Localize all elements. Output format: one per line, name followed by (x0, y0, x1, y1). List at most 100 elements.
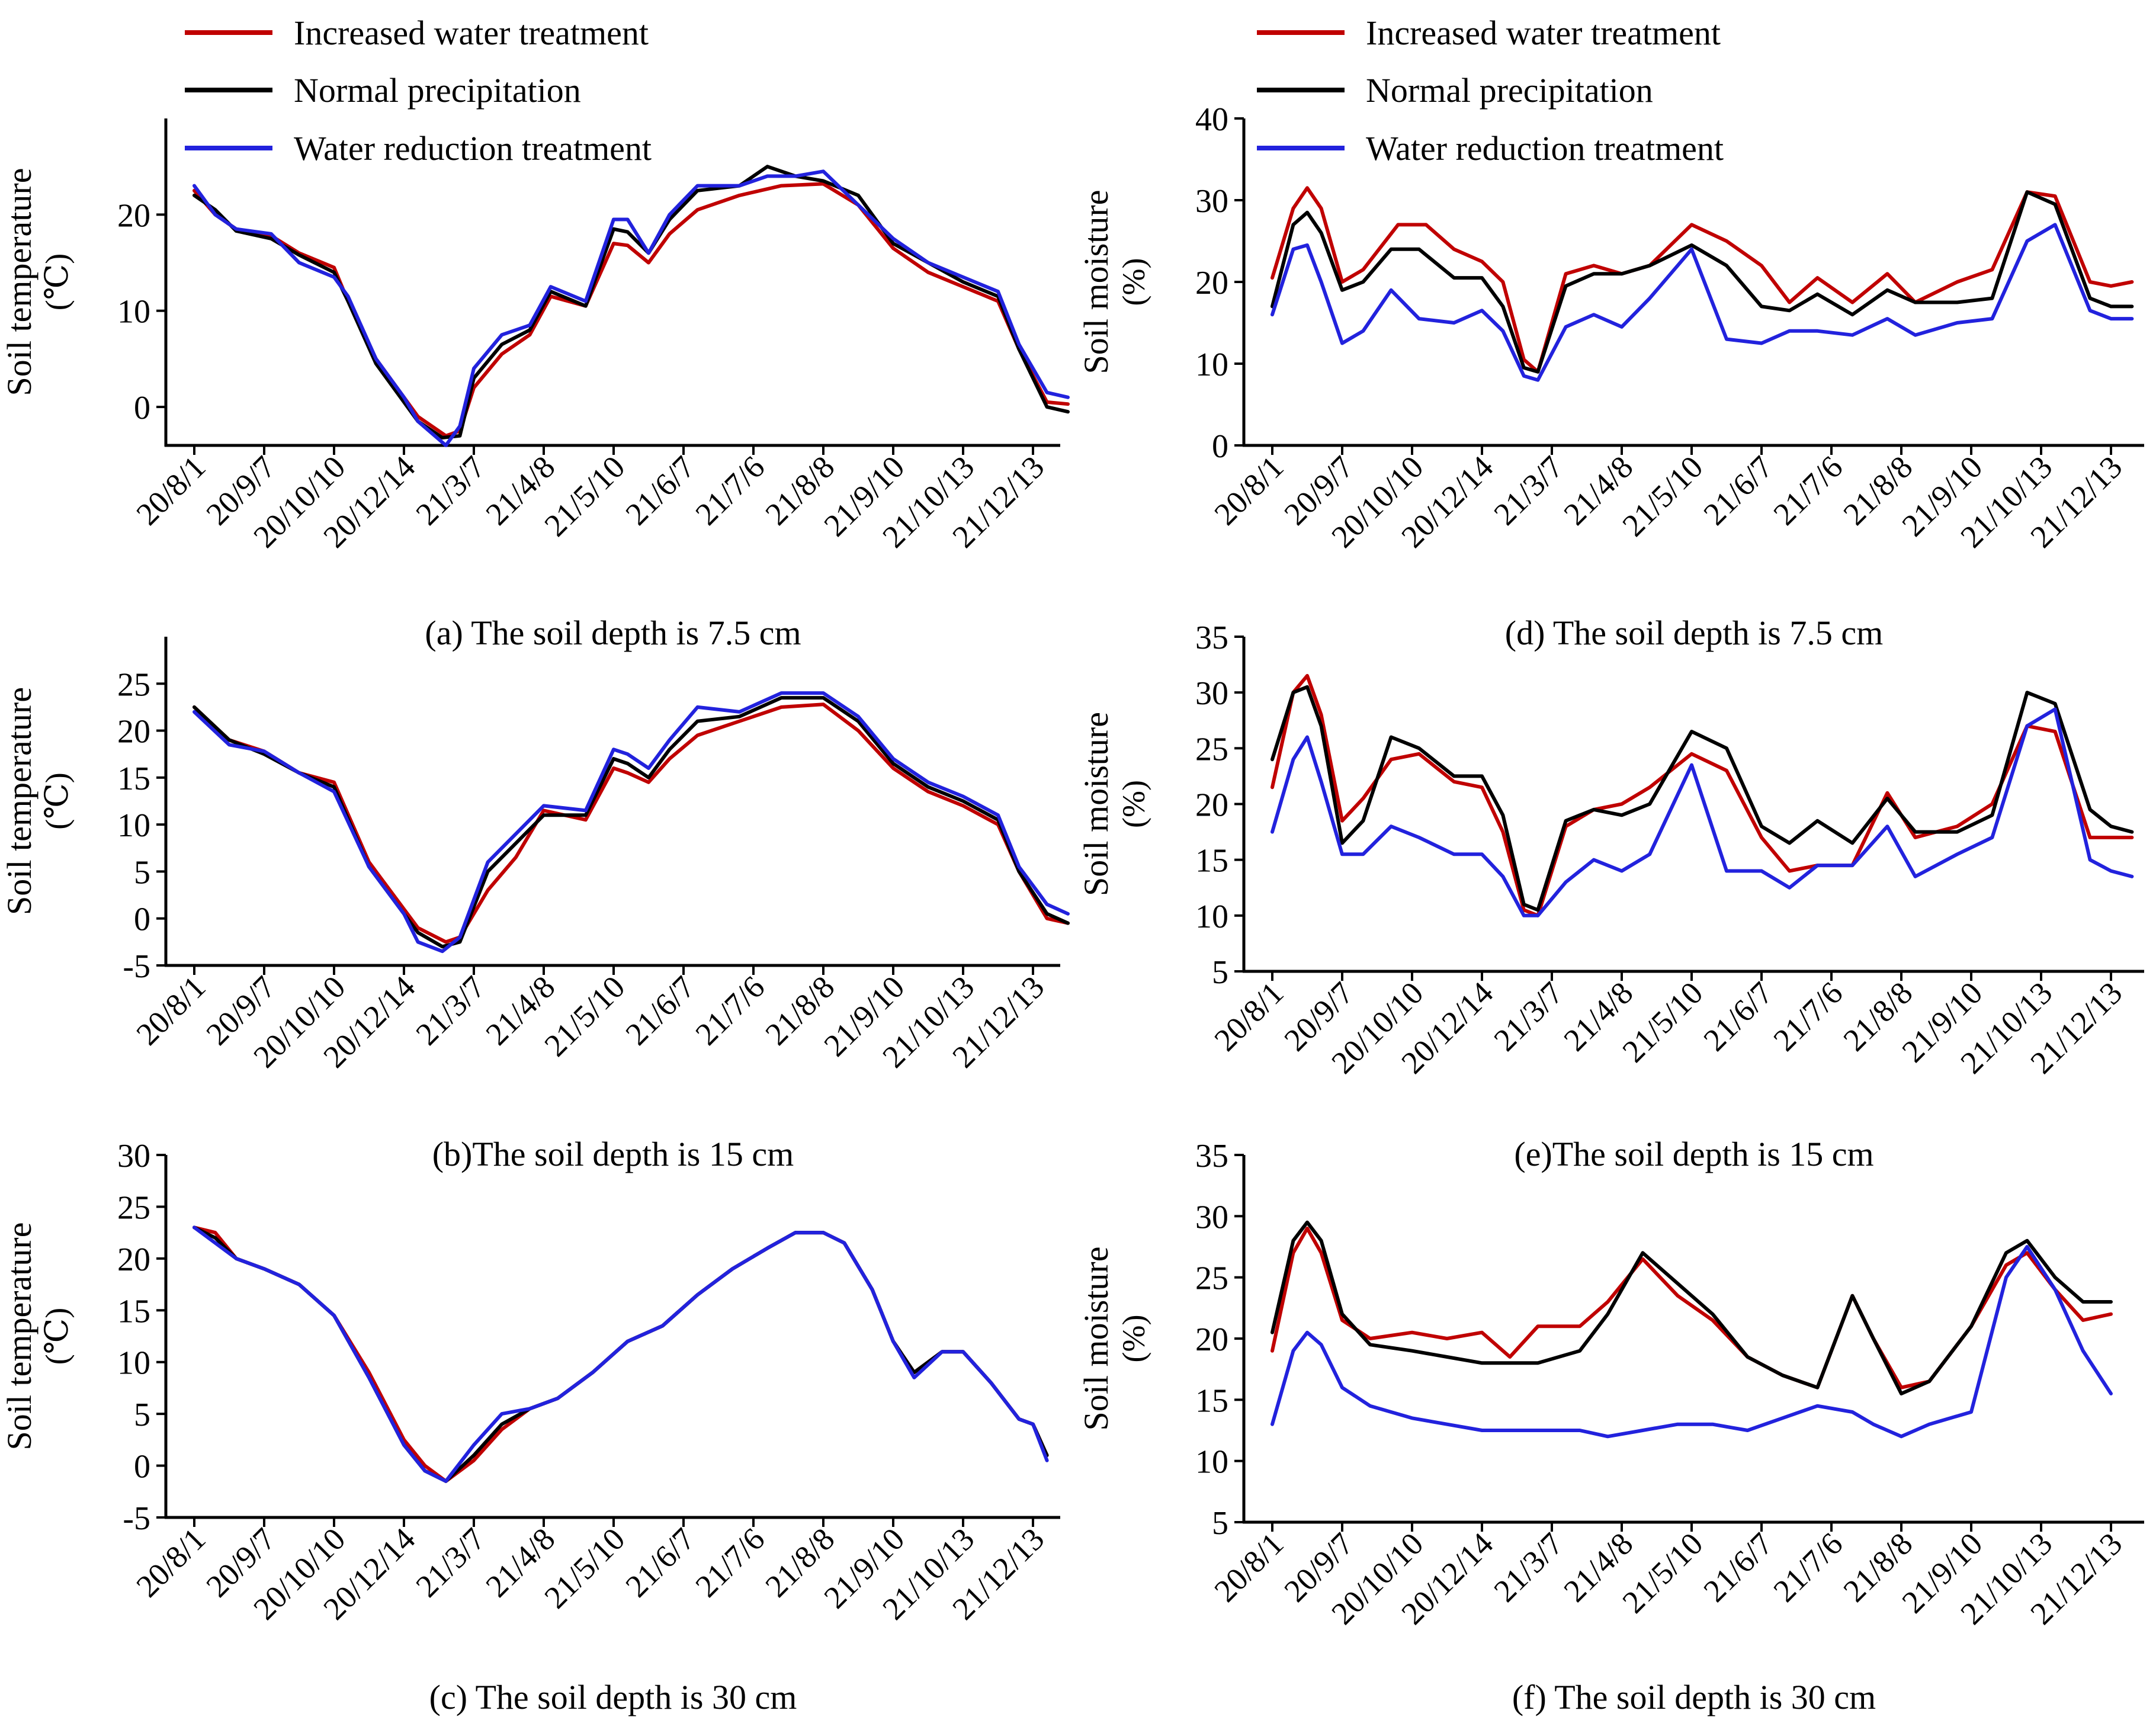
x-tick-label: 21/3/7 (1487, 1526, 1570, 1609)
chart-caption: (b)The soil depth is 15 cm (432, 1135, 794, 1173)
series-line-reduction (1270, 1245, 2113, 1439)
y-tick-label: 20 (1195, 787, 1228, 824)
x-tick-label: 21/6/7 (618, 449, 701, 532)
x-tick-label: 21/3/7 (1487, 975, 1570, 1058)
y-tick-label: 0 (134, 1449, 150, 1485)
chart-panels: 0102020/8/120/9/720/10/1020/12/1421/3/72… (0, 101, 2144, 1716)
y-tick-label: 10 (1195, 1444, 1228, 1481)
x-tick-label: 21/7/6 (688, 449, 771, 532)
x-tick-label: 21/5/10 (537, 1521, 631, 1615)
y-tick-label: 25 (1195, 1260, 1228, 1297)
series-line-reduction (192, 691, 1070, 954)
series-line-normal (1270, 190, 2134, 374)
y-tick-label: 20 (117, 197, 150, 234)
y-tick-label: 10 (1195, 898, 1228, 935)
legend-label: Normal precipitation (1366, 71, 1653, 110)
y-axis-label: Soil moisture (1077, 1247, 1115, 1431)
x-tick-label: 21/3/7 (1487, 449, 1570, 532)
y-tick-label: 5 (134, 1397, 150, 1433)
chart-caption: (a) The soil depth is 7.5 cm (425, 614, 801, 652)
y-tick-label: 0 (1212, 428, 1228, 465)
y-tick-label: 35 (1195, 1138, 1228, 1175)
legend-label: Water reduction treatment (1366, 129, 1724, 168)
chart-d: 01020304020/8/120/9/720/10/1020/12/1421/… (1077, 101, 2144, 652)
y-axis-unit: (℃) (39, 1308, 75, 1365)
legend-right: Increased water treatment Normal precipit… (1257, 14, 1724, 168)
legend-label: Increased water treatment (1366, 14, 1721, 52)
x-tick-label: 21/3/7 (409, 969, 492, 1052)
x-tick-label: 20/8/1 (129, 449, 212, 532)
y-tick-label: -5 (123, 948, 150, 985)
legend-label: Increased water treatment (294, 14, 649, 52)
y-tick-label: 10 (117, 1345, 150, 1382)
y-tick-label: 30 (1195, 675, 1228, 712)
series-line-normal (1270, 685, 2134, 912)
y-tick-label: 20 (117, 714, 150, 750)
x-tick-label: 21/6/7 (618, 969, 701, 1052)
y-tick-label: -5 (123, 1500, 150, 1537)
y-tick-label: 20 (1195, 265, 1228, 301)
chart-caption: (c) The soil depth is 30 cm (429, 1678, 797, 1716)
y-tick-label: 15 (1195, 1382, 1228, 1419)
y-tick-label: 10 (1195, 346, 1228, 383)
y-tick-label: 5 (1212, 954, 1228, 991)
y-tick-label: 30 (1195, 1199, 1228, 1236)
y-axis-unit: (%) (1116, 780, 1151, 828)
series-line-normal (192, 165, 1070, 439)
x-tick-label: 21/6/7 (1696, 449, 1779, 532)
series-line-increased (192, 1225, 1049, 1483)
y-tick-label: 10 (117, 294, 150, 330)
series-line-increased (192, 182, 1070, 438)
x-tick-label: 21/7/6 (688, 969, 771, 1052)
y-tick-label: 5 (134, 854, 150, 891)
legend-label: Water reduction treatment (294, 129, 652, 168)
y-tick-label: 15 (117, 760, 150, 797)
chart-caption: (e)The soil depth is 15 cm (1514, 1135, 1873, 1173)
x-tick-label: 21/7/6 (688, 1521, 771, 1604)
x-tick-label: 21/7/6 (1766, 449, 1849, 532)
series-line-increased (1270, 673, 2134, 917)
y-axis-label: Soil moisture (1077, 190, 1115, 374)
y-tick-label: 0 (134, 901, 150, 938)
x-tick-label: 21/3/7 (409, 449, 492, 532)
legend-left: Increased water treatment Normal precipit… (185, 14, 652, 168)
y-tick-label: 10 (117, 807, 150, 844)
y-tick-label: 30 (1195, 183, 1228, 220)
x-tick-label: 21/6/7 (618, 1521, 701, 1604)
y-axis-unit: (%) (1116, 258, 1151, 306)
y-tick-label: 15 (117, 1293, 150, 1330)
y-tick-label: 30 (117, 1138, 150, 1175)
legend-label: Normal precipitation (294, 71, 581, 110)
x-tick-label: 21/7/6 (1766, 1526, 1849, 1609)
x-tick-label: 21/6/7 (1696, 1526, 1779, 1609)
x-tick-label: 21/3/7 (409, 1521, 492, 1604)
chart-b: -5051015202520/8/120/9/720/10/1020/12/14… (0, 637, 1070, 1173)
y-tick-label: 40 (1195, 101, 1228, 138)
chart-caption: (f) The soil depth is 30 cm (1512, 1678, 1876, 1716)
y-tick-label: 15 (1195, 843, 1228, 880)
y-axis-label: Soil temperature (0, 687, 38, 915)
y-axis-unit: (℃) (39, 772, 75, 829)
chart-c: -505101520253020/8/120/9/720/10/1020/12/… (0, 1138, 1060, 1716)
series-line-reduction (192, 1225, 1049, 1483)
y-tick-label: 25 (117, 666, 150, 703)
series-line-reduction (192, 169, 1070, 447)
chart-f: 510152025303520/8/120/9/720/10/1020/12/1… (1077, 1138, 2144, 1716)
series-line-reduction (1270, 223, 2134, 382)
chart-caption: (d) The soil depth is 7.5 cm (1505, 614, 1883, 652)
y-tick-label: 5 (1212, 1505, 1228, 1542)
y-axis-label: Soil moisture (1077, 712, 1115, 896)
x-tick-label: 21/6/7 (1696, 975, 1779, 1058)
y-tick-label: 35 (1195, 620, 1228, 656)
series-line-reduction (1270, 707, 2134, 917)
series-line-normal (1270, 1220, 2113, 1395)
y-tick-label: 25 (117, 1189, 150, 1226)
y-tick-label: 20 (1195, 1321, 1228, 1358)
chart-a: 0102020/8/120/9/720/10/1020/12/1421/3/72… (0, 118, 1070, 652)
y-axis-label: Soil temperature (0, 1222, 38, 1451)
x-tick-label: 21/5/10 (537, 969, 631, 1063)
series-line-normal (192, 1225, 1049, 1483)
y-axis-label: Soil temperature (0, 168, 38, 396)
series-line-increased (192, 702, 1070, 944)
